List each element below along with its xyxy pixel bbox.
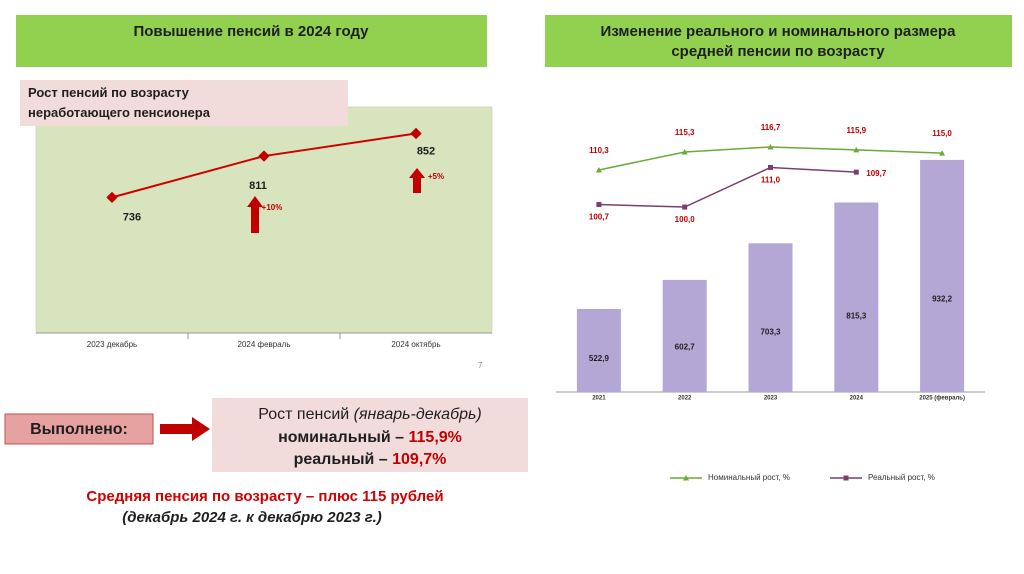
- point: [853, 169, 859, 175]
- data-label: 100,0: [675, 215, 696, 224]
- data-label: 111,0: [761, 176, 781, 185]
- arrow-right: [160, 417, 210, 441]
- bar-label: 932,2: [932, 294, 953, 303]
- line: [598, 166, 857, 208]
- x-tick-label: 2025 (февраль): [919, 395, 965, 402]
- bar: [748, 243, 793, 392]
- done-box: [4, 413, 154, 445]
- bar-label: 602,7: [675, 342, 696, 351]
- point: [767, 143, 774, 150]
- summary-line2: номинальный – 115,9%: [278, 429, 462, 446]
- annotation: +10%: [262, 203, 283, 212]
- arrow-up: [247, 196, 263, 233]
- title-line: Изменение реального и номинального разме…: [601, 23, 957, 40]
- point: [595, 166, 602, 173]
- plot-area: [35, 106, 493, 334]
- x-tick-label: 2024 октябрь: [391, 340, 440, 349]
- done-label: Выполнено:: [30, 421, 128, 438]
- right-title: Изменение реального и номинального разме…: [601, 23, 957, 60]
- data-label: 811: [249, 180, 267, 192]
- summary-box: [212, 398, 528, 472]
- bar-label: 703,3: [760, 328, 781, 337]
- x-tick-label: 2024 февраль: [237, 340, 290, 349]
- data-label: 115,9: [847, 126, 867, 135]
- title-line: средней пенсии по возрасту: [671, 43, 885, 60]
- chart-title-box: [20, 80, 348, 126]
- annotation: +5%: [428, 172, 444, 181]
- x-tick-label: 2023 декабрь: [87, 340, 137, 349]
- data-label: 736: [123, 211, 141, 223]
- x-tick-label: 2021: [592, 396, 606, 402]
- bar-label: 815,3: [846, 311, 867, 320]
- point: [258, 150, 270, 162]
- data-label: 115,3: [675, 128, 695, 137]
- bar: [920, 159, 965, 392]
- summary-value: 109,7%: [392, 451, 446, 468]
- legend-label: Номинальный рост, %: [708, 473, 790, 482]
- point: [410, 127, 422, 140]
- x-tick-label: 2024: [850, 396, 864, 402]
- bar: [662, 279, 707, 392]
- summary-text: номинальный –: [278, 429, 404, 446]
- legend-marker: [683, 475, 689, 481]
- data-label: 100,7: [589, 213, 610, 222]
- data-label: 116,7: [761, 123, 781, 132]
- data-label: 109,7: [866, 169, 887, 178]
- legend-label: Реальный рост, %: [868, 473, 935, 482]
- x-tick-label: 2023: [764, 396, 778, 402]
- footer-line1: Средняя пенсия по возрасту – плюс 115 ру…: [86, 488, 443, 505]
- data-label: 115,0: [932, 129, 952, 138]
- point: [681, 148, 688, 155]
- arrow-up: [409, 168, 425, 193]
- slide-number: 7: [478, 361, 483, 370]
- title-line: неработающего пенсионера: [28, 105, 211, 120]
- footer-line2: (декабрь 2024 г. к декабрю 2023 г.): [122, 509, 382, 526]
- right-header: [545, 15, 1012, 67]
- summary-text: реальный –: [294, 451, 388, 468]
- data-label: 110,3: [589, 146, 609, 155]
- x-tick-label: 2022: [678, 396, 692, 402]
- point: [939, 150, 946, 156]
- left-title: Повышение пенсий в 2024 году: [133, 23, 369, 40]
- point: [768, 164, 773, 170]
- summary-value: 115,9%: [409, 429, 462, 446]
- bar: [834, 202, 879, 392]
- bar-label: 522,9: [589, 354, 610, 363]
- summary-text: (январь-декабрь): [354, 406, 482, 423]
- legend-marker: [843, 475, 849, 481]
- summary-line1: Рост пенсий (январь-декабрь): [258, 406, 481, 423]
- summary-line3: реальный – 109,7%: [294, 451, 447, 468]
- point: [853, 146, 860, 153]
- data-label: 852: [417, 145, 435, 157]
- summary-text: Рост пенсий: [258, 406, 349, 423]
- title-line: Рост пенсий по возрасту: [28, 85, 190, 100]
- left-header: [16, 15, 487, 67]
- bar: [576, 308, 621, 392]
- point: [596, 202, 602, 208]
- point: [682, 204, 688, 210]
- chart-title: Рост пенсий по возрасту неработающего пен…: [28, 85, 211, 120]
